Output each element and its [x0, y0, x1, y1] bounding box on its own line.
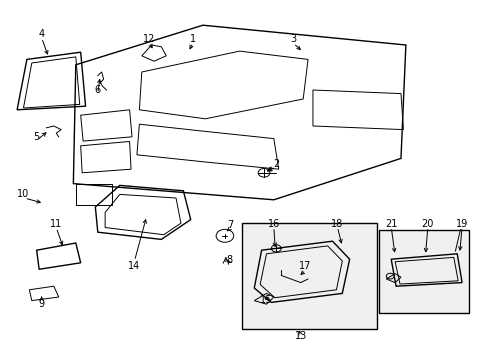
Text: 2: 2 — [273, 159, 279, 169]
Text: 10: 10 — [17, 189, 30, 199]
Text: 7: 7 — [226, 220, 232, 230]
Text: 18: 18 — [330, 219, 343, 229]
Text: 15: 15 — [260, 294, 272, 305]
Text: 1: 1 — [190, 34, 196, 44]
Text: 4: 4 — [39, 29, 44, 39]
Text: 21: 21 — [384, 219, 397, 229]
Text: 6: 6 — [95, 85, 101, 95]
Text: 13: 13 — [294, 330, 306, 341]
FancyBboxPatch shape — [242, 223, 376, 329]
Text: 19: 19 — [455, 219, 468, 229]
Text: 20: 20 — [421, 219, 433, 229]
Text: 8: 8 — [226, 255, 232, 265]
Text: 14: 14 — [128, 261, 141, 271]
Text: 5: 5 — [34, 132, 40, 142]
FancyBboxPatch shape — [378, 230, 468, 313]
Text: 17: 17 — [299, 261, 311, 271]
Text: 11: 11 — [50, 219, 62, 229]
Text: 12: 12 — [142, 34, 155, 44]
Text: 16: 16 — [267, 219, 280, 229]
Text: 9: 9 — [39, 299, 44, 309]
Text: 3: 3 — [290, 34, 296, 44]
